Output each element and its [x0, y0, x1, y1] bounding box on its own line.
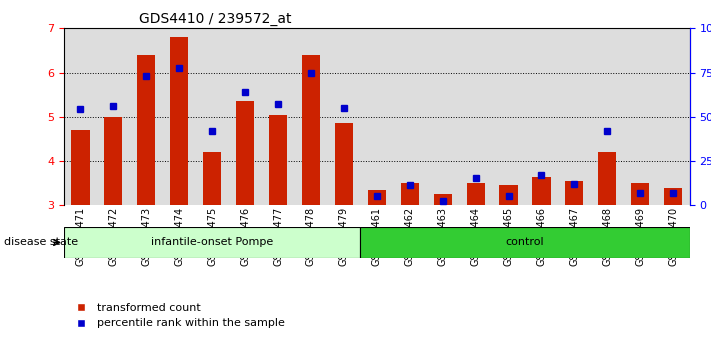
Bar — [565, 181, 584, 205]
Text: disease state: disease state — [4, 238, 77, 247]
Bar — [426, 28, 459, 205]
Text: infantile-onset Pompe: infantile-onset Pompe — [151, 238, 273, 247]
Bar — [624, 28, 657, 205]
Bar — [360, 227, 690, 258]
Bar — [64, 227, 360, 258]
Bar — [269, 115, 287, 205]
Bar — [664, 188, 683, 205]
Bar — [170, 37, 188, 205]
Bar — [466, 183, 485, 205]
Bar — [657, 28, 690, 205]
Bar — [294, 28, 328, 205]
Bar — [229, 28, 262, 205]
Bar — [137, 55, 156, 205]
Bar — [368, 190, 386, 205]
Text: GDS4410 / 239572_at: GDS4410 / 239572_at — [139, 12, 292, 26]
Bar — [302, 55, 320, 205]
Bar — [591, 28, 624, 205]
Bar — [558, 28, 591, 205]
Bar — [203, 152, 221, 205]
Bar — [97, 28, 130, 205]
Bar — [262, 28, 294, 205]
Bar — [459, 28, 492, 205]
Bar — [492, 28, 525, 205]
Bar — [533, 177, 550, 205]
Bar — [434, 194, 451, 205]
Text: control: control — [506, 238, 545, 247]
Bar — [393, 28, 426, 205]
Bar — [71, 130, 90, 205]
Bar — [196, 28, 229, 205]
Bar — [525, 28, 558, 205]
Legend: transformed count, percentile rank within the sample: transformed count, percentile rank withi… — [70, 303, 285, 329]
Bar — [598, 152, 616, 205]
Bar — [401, 183, 419, 205]
Bar — [130, 28, 163, 205]
Bar — [328, 28, 360, 205]
Bar — [500, 185, 518, 205]
Bar — [105, 117, 122, 205]
Bar — [335, 124, 353, 205]
Bar — [163, 28, 196, 205]
Bar — [631, 183, 649, 205]
Bar — [360, 28, 393, 205]
Bar — [236, 101, 254, 205]
Bar — [64, 28, 97, 205]
